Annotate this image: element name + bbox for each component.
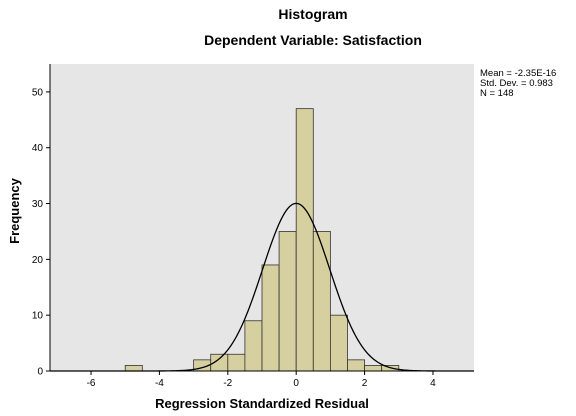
y-tick-label: 20 xyxy=(32,255,44,266)
x-tick-label: 4 xyxy=(430,378,436,389)
x-tick-label: 2 xyxy=(362,378,368,389)
histogram-bar xyxy=(295,108,314,372)
histogram-bar xyxy=(364,365,383,372)
histogram-bar xyxy=(244,320,263,372)
y-tick-label: 50 xyxy=(32,87,44,98)
histogram-bars xyxy=(124,108,400,372)
x-tick-label: -4 xyxy=(155,378,164,389)
histogram-bar xyxy=(278,231,297,372)
y-tick-label: 40 xyxy=(32,143,44,154)
y-tick-label: 0 xyxy=(37,367,43,378)
y-axis-ticks: 0 10 20 30 40 50 xyxy=(32,87,50,378)
histogram-bar xyxy=(261,264,280,372)
stats-n: N = 148 xyxy=(480,88,514,99)
x-tick-label: 0 xyxy=(293,378,299,389)
x-axis-ticks: -6 -4 -2 0 2 4 xyxy=(87,371,436,389)
histogram-bar xyxy=(124,365,143,372)
x-tick-label: -6 xyxy=(87,378,96,389)
y-tick-label: 30 xyxy=(32,199,44,210)
y-tick-label: 10 xyxy=(32,311,44,322)
histogram-bar xyxy=(312,231,331,372)
chart-title: Histogram xyxy=(278,6,347,22)
x-tick-label: -2 xyxy=(223,378,232,389)
histogram-bar xyxy=(329,314,348,372)
histogram-bar xyxy=(227,353,246,372)
y-axis-label: Frequency xyxy=(7,177,22,244)
x-axis-label: Regression Standardized Residual xyxy=(155,396,369,411)
stats-mean: Mean = -2.35E-16 xyxy=(480,68,556,79)
histogram-bar xyxy=(347,359,365,372)
stats-std-dev: Std. Dev. = 0.983 xyxy=(480,78,553,89)
chart-subtitle: Dependent Variable: Satisfaction xyxy=(204,32,422,48)
